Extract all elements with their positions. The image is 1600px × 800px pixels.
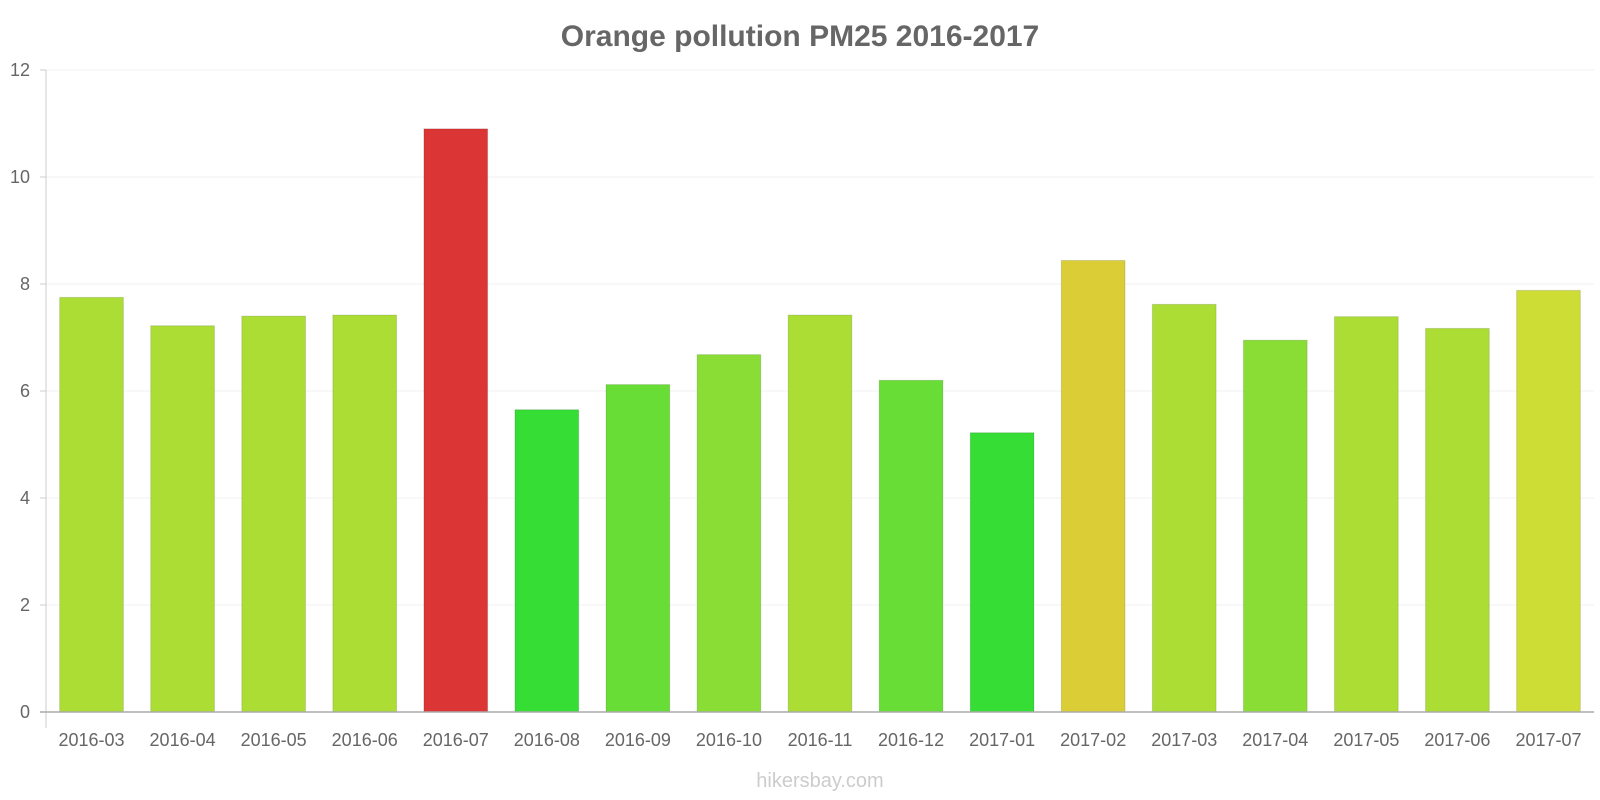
- y-axis-ticks: 0 2 4 6 8 10 12: [10, 60, 46, 722]
- y-tick-label: 12: [10, 60, 30, 80]
- chart-title: Orange pollution PM25 2016-2017: [561, 20, 1040, 53]
- x-tick-label: 2016-04: [150, 730, 216, 750]
- bar-2017-05[interactable]: [1333, 316, 1399, 713]
- bar-2016-07[interactable]: [423, 128, 489, 713]
- x-tick-label: 2016-10: [696, 730, 762, 750]
- x-tick-label: 2017-05: [1333, 730, 1399, 750]
- bar-2017-04[interactable]: [1242, 339, 1308, 713]
- x-tick-label: 2016-09: [605, 730, 671, 750]
- bar-series: [59, 128, 1581, 713]
- y-tick-label: 10: [10, 167, 30, 187]
- bar-2017-06[interactable]: [1425, 327, 1490, 713]
- x-tick-label: 2017-03: [1151, 730, 1217, 750]
- bar-2016-06[interactable]: [332, 314, 398, 713]
- x-tick-label: 2016-08: [514, 730, 580, 750]
- y-tick-label: 4: [20, 488, 30, 508]
- bar-2016-03[interactable]: [59, 296, 124, 713]
- bar-2016-10[interactable]: [696, 354, 762, 713]
- y-tick-label: 0: [20, 702, 30, 722]
- x-tick-label: 2016-07: [423, 730, 489, 750]
- y-tick-label: 6: [20, 381, 30, 401]
- bar-2016-11[interactable]: [787, 314, 853, 713]
- bar-2017-02[interactable]: [1060, 259, 1126, 713]
- x-tick-label: 2017-04: [1242, 730, 1308, 750]
- x-tick-label: 2016-12: [878, 730, 944, 750]
- x-tick-label: 2016-11: [788, 730, 853, 750]
- x-tick-label: 2016-05: [241, 730, 307, 750]
- x-tick-label: 2017-02: [1060, 730, 1126, 750]
- watermark: hikersbay.com: [756, 770, 883, 792]
- y-tick-label: 8: [20, 274, 30, 294]
- bar-2016-05[interactable]: [241, 315, 307, 713]
- bar-2017-01[interactable]: [969, 432, 1035, 713]
- bar-2016-12[interactable]: [878, 379, 944, 713]
- x-tick-label: 2016-03: [58, 730, 124, 750]
- bar-2017-07[interactable]: [1516, 289, 1581, 713]
- x-tick-label: 2016-06: [332, 730, 398, 750]
- y-tick-label: 2: [20, 595, 30, 615]
- x-tick-label: 2017-01: [969, 730, 1035, 750]
- bar-2016-09[interactable]: [605, 384, 671, 713]
- x-axis-ticks: 2016-03 2016-04 2016-05 2016-06 2016-07 2016-…: [58, 730, 1581, 750]
- bar-2017-03[interactable]: [1151, 303, 1217, 713]
- bar-2016-08[interactable]: [514, 409, 580, 713]
- x-tick-label: 2017-06: [1424, 730, 1490, 750]
- x-tick-label: 2017-07: [1515, 730, 1581, 750]
- bar-2016-04[interactable]: [150, 325, 215, 713]
